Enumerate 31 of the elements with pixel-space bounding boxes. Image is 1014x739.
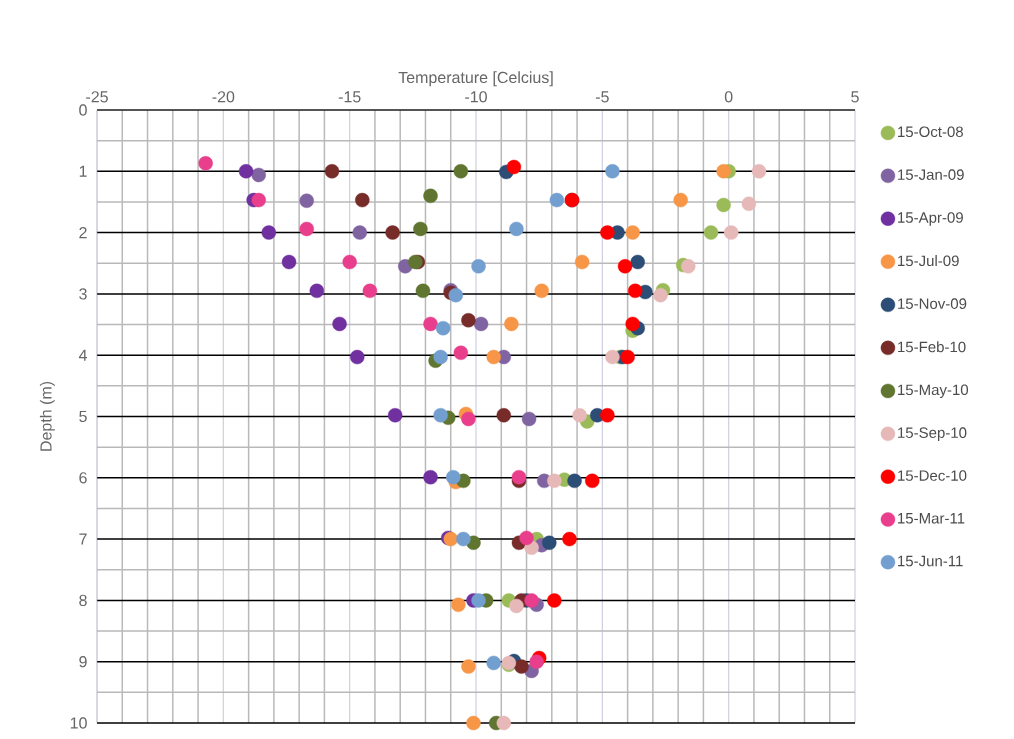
y-tick-label: 9	[79, 656, 87, 668]
legend-label: 15-Nov-09	[898, 298, 967, 309]
legend-label: 15-Feb-10	[898, 341, 966, 353]
x-tick-label: -25	[86, 91, 108, 103]
legend-label: 15-Apr-09	[898, 212, 963, 226]
legend-label: 15-Oct-08	[898, 126, 963, 138]
legend-label: 15-Dec-10	[898, 470, 967, 481]
legend-label: 15-Mar-11	[898, 513, 965, 524]
x-tick-label: 5	[851, 91, 859, 103]
x-tick-label: 0	[724, 91, 733, 103]
y-tick-label: 2	[79, 227, 87, 239]
y-tick-label: 10	[70, 717, 87, 729]
y-tick-label: 7	[79, 533, 87, 545]
x-tick-label: -20	[212, 91, 235, 103]
x-tick-label: -15	[338, 91, 361, 103]
x-axis-title: Temperature [Celcius]	[398, 71, 553, 87]
legend-label: 15-Jan-09	[898, 169, 964, 180]
y-tick-label: 6	[79, 472, 87, 484]
y-tick-label: 1	[79, 165, 87, 177]
y-tick-label: 3	[79, 288, 87, 300]
legend-label: 15-May-10	[898, 384, 969, 399]
y-tick-label: 0	[79, 104, 87, 116]
y-tick-label: 5	[79, 410, 87, 423]
x-tick-label: -5	[595, 91, 609, 103]
legend-label: 15-Jun-11	[898, 555, 963, 567]
x-tick-label: -10	[465, 91, 487, 103]
y-tick-label: 8	[79, 594, 87, 607]
y-tick-label: 4	[78, 349, 87, 361]
legend-label: 15-Jul-09	[898, 255, 959, 267]
y-axis-title: Depth (m)	[39, 381, 55, 451]
legend-label: 15-Sep-10	[898, 427, 967, 441]
